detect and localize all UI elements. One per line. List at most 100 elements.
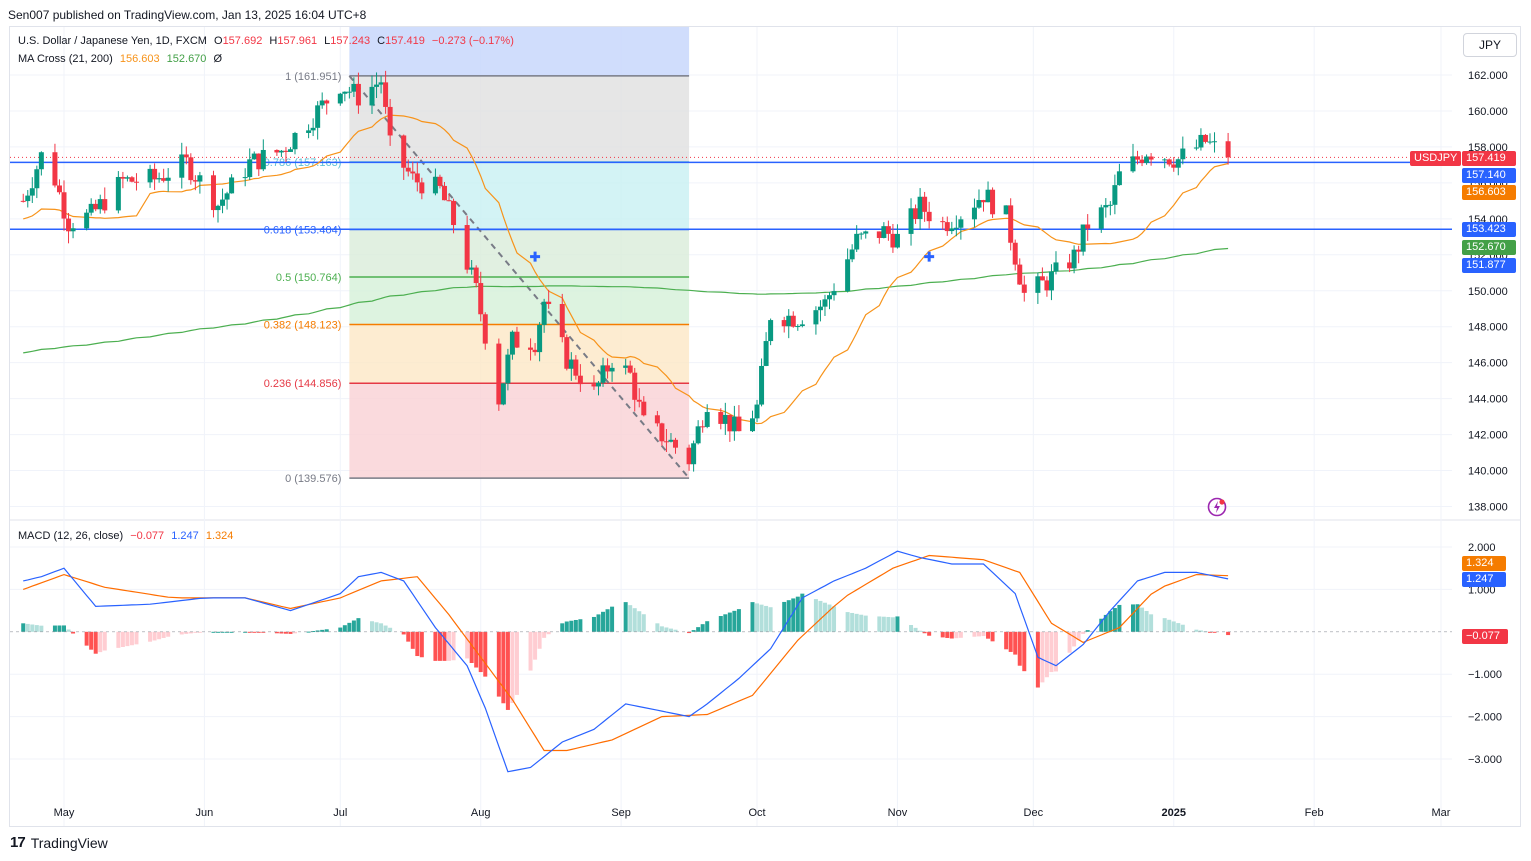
macd-histogram-bar [1176, 623, 1181, 632]
candle-body [1103, 205, 1109, 208]
alert-icon[interactable] [1207, 497, 1227, 517]
candle-body [1008, 205, 1014, 243]
candle-body [831, 291, 837, 296]
macd-histogram-bar [161, 631, 166, 638]
candle-body [605, 365, 611, 372]
macd-histogram-bar [854, 613, 859, 632]
time-axis-label: May [54, 807, 75, 819]
candle-body [29, 188, 35, 196]
macd-histogram-bar [129, 631, 134, 646]
macd-histogram-bar [768, 607, 773, 632]
chart-frame [9, 26, 1521, 827]
macd-histogram-bar [116, 631, 121, 648]
macd-histogram-bar [976, 631, 981, 637]
candle-body [885, 226, 891, 234]
published-info: Sen007 published on TradingView.com, Jan… [8, 8, 367, 22]
macd-histogram-bar [1108, 611, 1113, 632]
macd-histogram-bar [184, 631, 189, 634]
macd-histogram-bar [197, 631, 202, 633]
macd-histogram-bar [569, 620, 574, 632]
macd-histogram-bar [1171, 621, 1176, 632]
macd-histogram-bar [723, 614, 728, 632]
candle-body [704, 412, 710, 427]
macd-histogram-bar [659, 626, 664, 632]
candle-body [559, 304, 565, 338]
macd-histogram-bar [433, 631, 438, 661]
macd-histogram-bar [1194, 629, 1199, 632]
candle-body [188, 157, 194, 181]
macd-histogram-bar [972, 631, 977, 637]
candle-body [315, 105, 321, 128]
macd-legend: MACD (12, 26, close) −0.077 1.247 1.324 [18, 530, 237, 542]
candle-body [383, 82, 389, 107]
candle-body [1112, 185, 1118, 205]
macd-histogram-bar [890, 617, 895, 632]
macd-histogram-bar [478, 631, 483, 673]
candle-body [210, 175, 216, 211]
macd-histogram-bar [406, 631, 411, 642]
macd-histogram-bar [696, 627, 701, 632]
candle-body [93, 203, 99, 210]
candle-body [845, 259, 851, 292]
macd-histogram-bar [179, 631, 184, 635]
macd-histogram-bar [918, 630, 923, 632]
ma-legend: MA Cross (21, 200) 156.603 152.670 Ø [18, 53, 226, 65]
candle-body [849, 249, 855, 260]
ma-label[interactable]: MA Cross (21, 200) [18, 53, 113, 65]
macd-histogram-bar [1049, 631, 1054, 673]
candle-body [56, 185, 62, 193]
candle-body [1202, 134, 1208, 142]
macd-histogram-bar [34, 625, 39, 632]
candle-body [88, 203, 94, 213]
macd-histogram-bar [229, 631, 234, 633]
macd-label[interactable]: MACD (12, 26, close) [18, 530, 124, 542]
symbol-title[interactable]: U.S. Dollar / Japanese Yen, 1D, FXCM [18, 35, 207, 47]
macd-histogram-bar [1117, 604, 1122, 632]
macd-histogram-bar [1112, 608, 1117, 632]
macd-histogram-bar [818, 600, 823, 632]
price-axis-label: 144.000 [1468, 394, 1508, 406]
candle-body [528, 347, 534, 350]
macd-histogram-bar [791, 598, 796, 632]
currency-button[interactable]: JPY [1463, 33, 1517, 57]
macd-histogram-bar [401, 631, 406, 635]
candle-body [482, 314, 488, 344]
macd-histogram-bar [637, 611, 642, 632]
high-value: 157.961 [277, 35, 318, 47]
candle-body [922, 196, 928, 212]
macd-histogram-bar [922, 631, 927, 634]
candle-body [224, 193, 230, 200]
candle-body [917, 196, 923, 220]
macd-histogram-bar [225, 631, 230, 633]
footer-brand[interactable]: 17 TradingView [10, 834, 108, 851]
macd-histogram-bar [125, 631, 130, 647]
price-axis-label: 160.000 [1468, 106, 1508, 118]
macd-histogram-bar [510, 631, 515, 704]
candle-body [1144, 156, 1150, 163]
candle-body [636, 399, 642, 402]
change-value: −0.273 (−0.17%) [431, 35, 514, 47]
macd-histogram-bar [356, 618, 361, 632]
last-price-tag: 157.419 [1462, 151, 1516, 166]
macd-histogram-bar [795, 596, 800, 632]
macd-histogram-bar [954, 631, 959, 639]
macd-histogram-bar [98, 631, 103, 653]
candle-body [260, 149, 266, 170]
macd-histogram-bar [120, 631, 125, 647]
candle-body [1212, 141, 1218, 143]
macd-histogram-bar [57, 625, 62, 632]
macd-histogram-bar [990, 631, 995, 642]
candle-body [1048, 271, 1054, 291]
macd-histogram-bar [632, 608, 637, 632]
fib-level-label: 0.618 (153.404) [264, 225, 342, 237]
macd-histogram-bar [288, 631, 293, 634]
fib-zone [349, 383, 690, 479]
macd-histogram-bar [832, 606, 837, 632]
candle-body [813, 310, 819, 325]
candle-body [1021, 284, 1027, 293]
candle-body [34, 169, 40, 189]
macd-histogram-bar [1008, 631, 1013, 652]
time-axis-label: Aug [471, 807, 491, 819]
macd-histogram-bar [1013, 631, 1018, 655]
